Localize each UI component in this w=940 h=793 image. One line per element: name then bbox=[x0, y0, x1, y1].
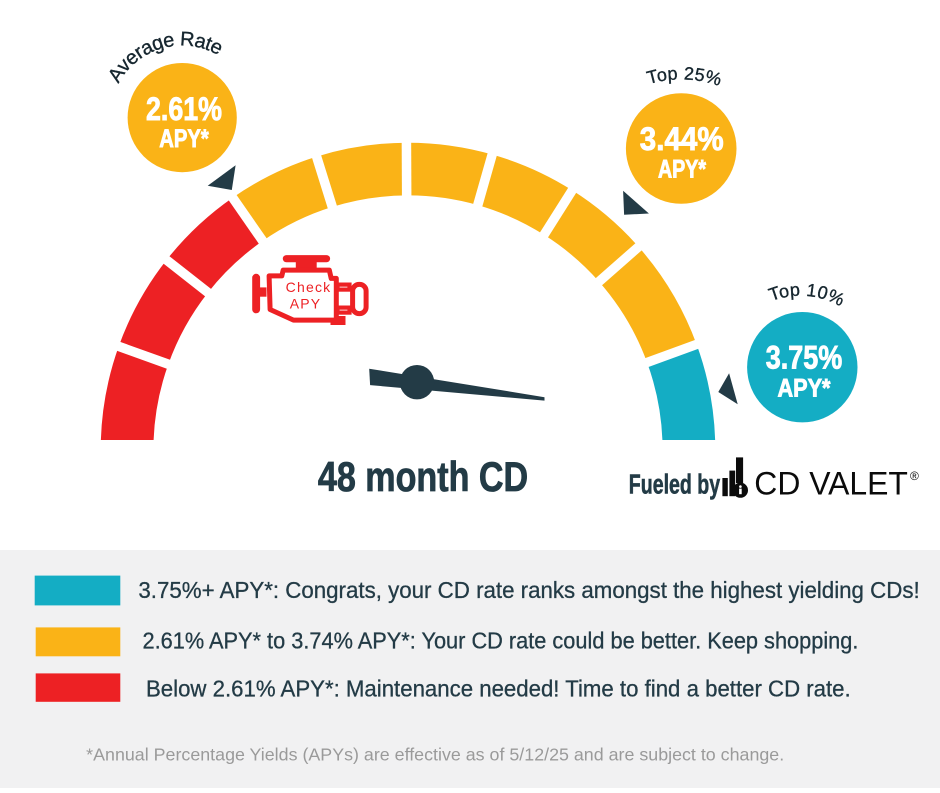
svg-text:APY*: APY* bbox=[658, 156, 706, 184]
svg-text:3.75%+ APY*: Congrats, your CD: 3.75%+ APY*: Congrats, your CD rate rank… bbox=[138, 577, 919, 603]
svg-text:APY: APY bbox=[290, 296, 322, 312]
svg-text:Fueled by: Fueled by bbox=[629, 468, 721, 499]
svg-text:2.61%: 2.61% bbox=[146, 91, 222, 127]
svg-text:2.61% APY* to 3.74% APY*: Your: 2.61% APY* to 3.74% APY*: Your CD rate c… bbox=[143, 627, 859, 653]
svg-text:Below 2.61% APY*: Maintenance: Below 2.61% APY*: Maintenance needed! Ti… bbox=[146, 676, 851, 702]
svg-text:*Annual Percentage Yields (APY: *Annual Percentage Yields (APYs) are eff… bbox=[86, 745, 784, 765]
svg-text:Top 25%: Top 25% bbox=[645, 63, 724, 89]
svg-text:APY*: APY* bbox=[159, 125, 209, 153]
svg-text:®: ® bbox=[910, 469, 919, 483]
svg-text:Top 10%: Top 10% bbox=[766, 280, 848, 311]
svg-text:APY*: APY* bbox=[778, 375, 831, 403]
svg-text:3.44%: 3.44% bbox=[640, 121, 724, 157]
svg-text:3.75%: 3.75% bbox=[766, 339, 843, 375]
svg-text:Check: Check bbox=[286, 279, 332, 295]
svg-text:CD VALET: CD VALET bbox=[754, 464, 908, 501]
svg-text:48 month CD: 48 month CD bbox=[318, 453, 528, 500]
